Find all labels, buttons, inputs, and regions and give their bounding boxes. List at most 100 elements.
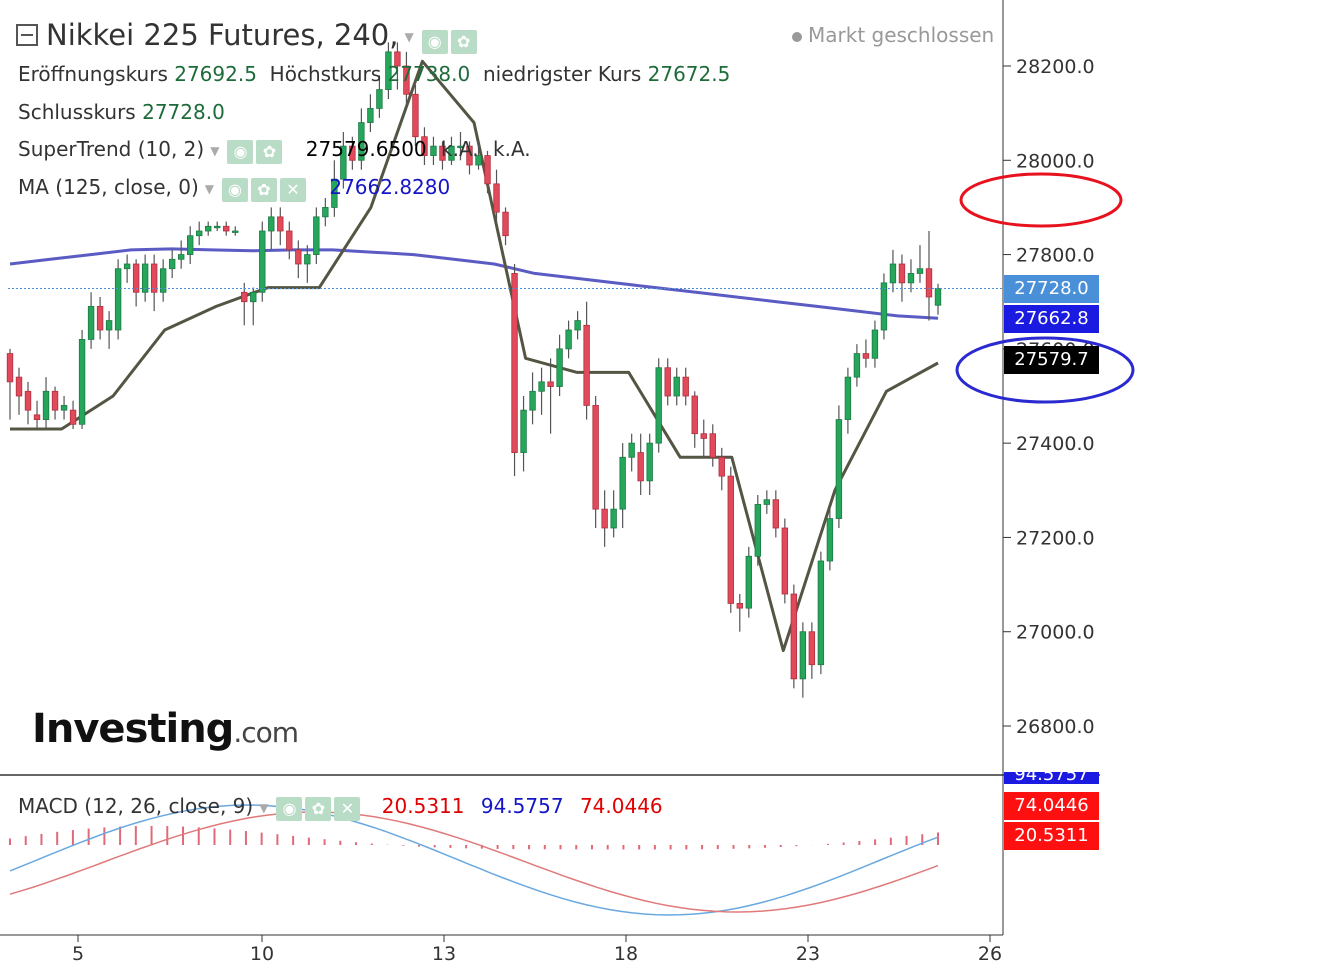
candle-body <box>898 263 906 284</box>
supertrend-na-2: k.A. <box>493 137 531 161</box>
ma-line <box>9 247 939 320</box>
candle-body <box>340 145 347 180</box>
supertrend-line <box>10 59 939 653</box>
candle-body <box>457 145 464 149</box>
y-tick-label: 28200.0 <box>1016 56 1095 78</box>
blue-annotation-ellipse <box>955 336 1135 404</box>
candle-body <box>51 390 59 411</box>
low-label: niedrigster Kurs <box>482 62 642 86</box>
ohlc-row-1: Eröffnungskurs 27692.5 Höchstkurs 27738.… <box>18 62 730 86</box>
candle-body <box>808 631 816 666</box>
candle-body <box>268 216 275 232</box>
candle-body <box>790 593 798 680</box>
candle-body <box>637 452 644 482</box>
candle-body <box>358 122 365 161</box>
macd-price-badge: 94.5757 <box>1004 772 1099 784</box>
candle-body <box>123 263 131 270</box>
status-dot-icon <box>792 31 802 42</box>
supertrend-legend: SuperTrend (10, 2) ▼ ◉ ✿ 27579.6500 k.A. k.… <box>18 137 531 164</box>
close-value: 27728.0 <box>142 100 225 124</box>
candle-body <box>105 320 113 331</box>
investing-logo: Investing.com <box>32 706 299 752</box>
red-annotation-ellipse <box>959 172 1123 228</box>
candle-body <box>168 258 176 270</box>
candle-body <box>114 268 122 331</box>
candle-body <box>439 145 446 161</box>
candle-body <box>367 108 374 123</box>
candle-body <box>223 225 230 232</box>
eye-icon[interactable]: ◉ <box>221 177 248 202</box>
candle-body <box>781 527 789 595</box>
chevron-down-icon[interactable]: ▼ <box>210 143 220 158</box>
gear-icon[interactable]: ✿ <box>305 796 332 821</box>
x-tick-label: 13 <box>432 943 456 964</box>
collapse-icon[interactable] <box>16 24 38 46</box>
candle-body <box>880 282 888 331</box>
candle-body <box>141 263 149 293</box>
ma-legend: MA (125, close, 0) ▼ ◉ ✿ ✕ 27662.8280 <box>18 175 450 202</box>
close-icon[interactable]: ✕ <box>334 796 361 821</box>
candle-body <box>78 339 86 425</box>
candle-body <box>349 145 356 161</box>
candle-body <box>150 263 158 293</box>
candle-body <box>177 254 185 260</box>
ma-label: MA (125, close, 0) <box>18 175 199 199</box>
candle-body <box>889 263 897 284</box>
candle-body <box>646 442 653 482</box>
candle-body <box>736 603 743 609</box>
candle-body <box>745 555 752 609</box>
high-label: Höchstkurs <box>269 62 382 86</box>
candle-body <box>700 433 707 439</box>
candle-body <box>682 376 689 397</box>
logo-suffix: .com <box>233 716 299 749</box>
candle-body <box>934 288 942 306</box>
eye-icon[interactable]: ◉ <box>276 796 303 821</box>
candle-body <box>727 475 734 604</box>
candle-body <box>871 329 879 359</box>
candle-body <box>250 291 257 303</box>
supertrend-value: 27579.6500 <box>305 137 427 161</box>
candle-body <box>907 273 915 284</box>
y-tick-label: 27400.0 <box>1016 433 1095 455</box>
candle-body <box>241 291 248 303</box>
macd-line-value: 94.5757 <box>480 794 564 818</box>
candle-body <box>295 249 302 265</box>
candle-body <box>87 306 95 340</box>
y-tick-label: 27800.0 <box>1016 245 1095 267</box>
macd-line-path <box>9 804 939 916</box>
market-status: Markt geschlossen <box>792 23 994 47</box>
candle-body <box>502 211 509 237</box>
candle-body <box>196 230 203 237</box>
candle-body <box>601 508 608 529</box>
low-value: 27672.5 <box>647 62 731 86</box>
candle-body <box>331 178 338 208</box>
gear-icon[interactable]: ✿ <box>450 30 477 54</box>
eye-icon[interactable]: ◉ <box>227 139 254 164</box>
logo-brand: Investing <box>32 706 234 752</box>
candle-body <box>232 230 239 233</box>
supertrend-label: SuperTrend (10, 2) <box>18 137 205 161</box>
supertrend-price-badge: 27579.7 <box>1004 346 1099 374</box>
gear-icon[interactable]: ✿ <box>256 139 283 164</box>
candle-body <box>592 405 599 510</box>
candle-body <box>619 456 626 510</box>
symbol-title: Nikkei 225 Futures, 240, <box>46 18 399 52</box>
macd-label: MACD (12, 26, close, 9) <box>18 794 254 818</box>
ma-125-path <box>9 247 939 320</box>
candle-body <box>925 268 933 298</box>
close-icon[interactable]: ✕ <box>279 177 306 202</box>
eye-icon[interactable]: ◉ <box>421 30 448 54</box>
candle-body <box>286 230 293 251</box>
candle-body <box>187 235 194 255</box>
x-tick-label: 5 <box>72 943 84 964</box>
candle-body <box>259 230 266 293</box>
macd-panel <box>9 804 939 916</box>
chevron-down-icon[interactable]: ▼ <box>204 181 214 196</box>
gear-icon[interactable]: ✿ <box>250 177 277 202</box>
symbol-header: Nikkei 225 Futures, 240, ▼ ◉ ✿ <box>16 18 480 54</box>
candle-body <box>6 353 14 383</box>
chevron-down-icon[interactable]: ▼ <box>259 800 269 815</box>
chevron-down-icon[interactable]: ▼ <box>404 30 414 44</box>
candle-body <box>132 263 140 293</box>
